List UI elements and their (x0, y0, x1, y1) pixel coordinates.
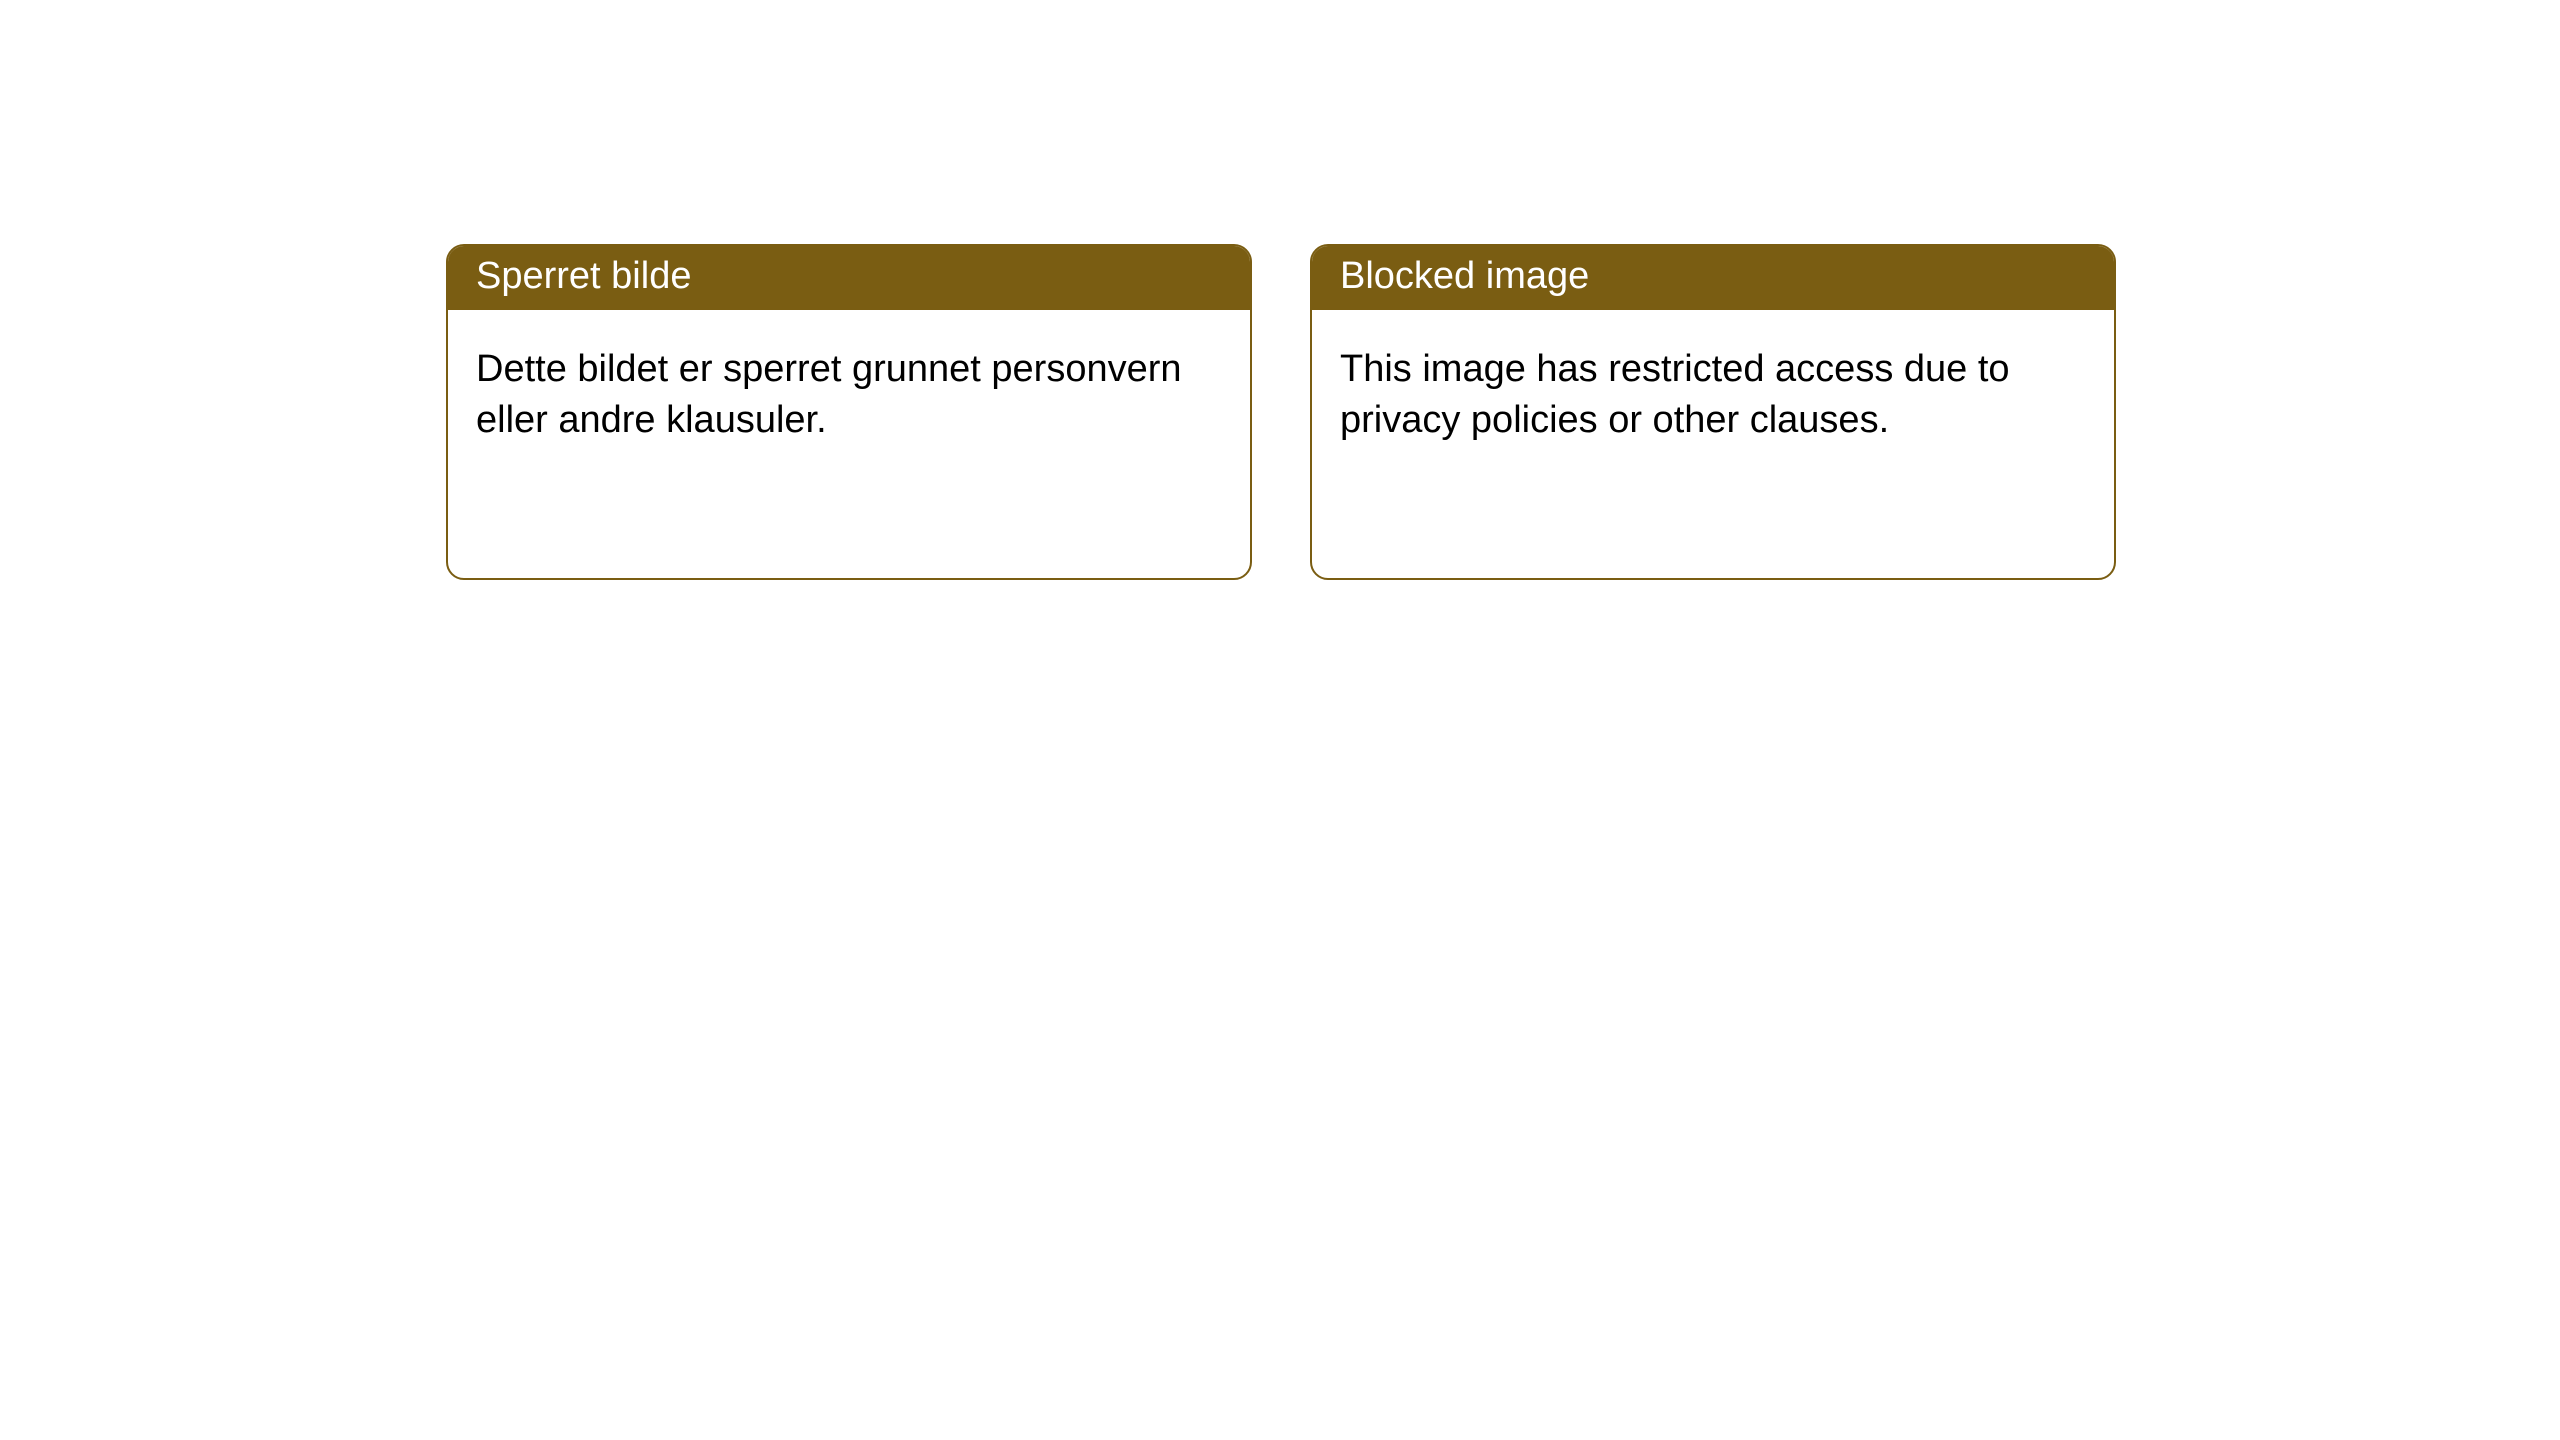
notice-container: Sperret bilde Dette bildet er sperret gr… (0, 0, 2560, 580)
notice-card-english: Blocked image This image has restricted … (1310, 244, 2116, 580)
notice-body: Dette bildet er sperret grunnet personve… (448, 310, 1250, 481)
notice-header: Blocked image (1312, 246, 2114, 310)
notice-header: Sperret bilde (448, 246, 1250, 310)
notice-card-norwegian: Sperret bilde Dette bildet er sperret gr… (446, 244, 1252, 580)
notice-body: This image has restricted access due to … (1312, 310, 2114, 481)
